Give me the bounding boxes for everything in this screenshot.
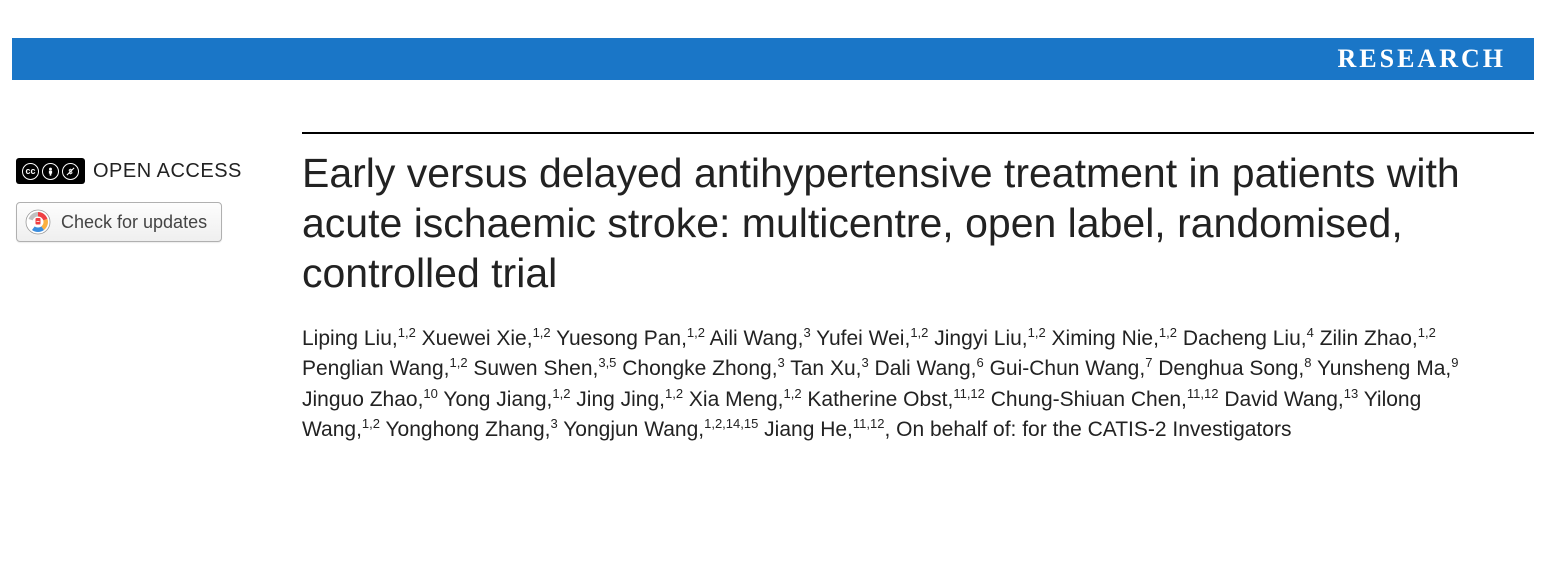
author-affil: 1,2 [687, 325, 705, 340]
author: Jinguo Zhao, [302, 388, 423, 411]
author: Chongke Zhong, [622, 357, 777, 380]
cc-icon-text: cc [25, 167, 35, 176]
author: Katherine Obst, [807, 388, 953, 411]
by-icon [42, 163, 59, 180]
author-affil: 11,12 [853, 416, 885, 431]
author: Ximing Nie, [1052, 327, 1159, 350]
author-affil: 1,2 [1418, 325, 1436, 340]
author-affil: 1,2 [449, 355, 467, 370]
author-affil: 9 [1451, 355, 1458, 370]
main-column: Early versus delayed antihypertensive tr… [302, 132, 1534, 446]
cc-icon: cc [22, 163, 39, 180]
open-access-row: cc $ OPEN ACCESS [16, 158, 302, 184]
author-affil: 3 [861, 355, 868, 370]
author: Gui-Chun Wang, [990, 357, 1146, 380]
author-affil: 1,2 [665, 386, 683, 401]
author: Xia Meng, [689, 388, 784, 411]
author: Denghua Song, [1158, 357, 1304, 380]
author: David Wang, [1224, 388, 1343, 411]
author-affil: 11,12 [1187, 386, 1219, 401]
cc-license-icon: cc $ [16, 158, 85, 184]
author: Zilin Zhao, [1320, 327, 1418, 350]
author: Jingyi Liu, [934, 327, 1027, 350]
author-affil: 1,2,14,15 [704, 416, 758, 431]
author: Suwen Shen, [473, 357, 598, 380]
crossmark-icon [25, 209, 51, 235]
author: Jiang He, [764, 418, 853, 441]
check-updates-button[interactable]: Check for updates [16, 202, 222, 242]
author: Yong Jiang, [443, 388, 552, 411]
author-affil: 3 [551, 416, 558, 431]
author: Yuesong Pan, [556, 327, 687, 350]
author: Penglian Wang, [302, 357, 449, 380]
nc-icon: $ [62, 163, 79, 180]
author: Dacheng Liu, [1183, 327, 1307, 350]
open-access-label: OPEN ACCESS [93, 160, 242, 183]
author: Aili Wang, [710, 327, 804, 350]
author-affil: 3,5 [598, 355, 616, 370]
author-affil: 1,2 [533, 325, 551, 340]
author: Xuewei Xie, [422, 327, 533, 350]
author-affil: 1,2 [1159, 325, 1177, 340]
author-affil: 1,2 [1028, 325, 1046, 340]
left-sidebar: cc $ OPEN ACCESS C [12, 132, 302, 446]
author-affil: 1,2 [398, 325, 416, 340]
author: Liping Liu, [302, 327, 398, 350]
author-affil: 1,2 [362, 416, 380, 431]
author: Jing Jing, [576, 388, 665, 411]
author-affil: 7 [1145, 355, 1152, 370]
author-affil: 6 [976, 355, 983, 370]
author: Chung-Shiuan Chen, [991, 388, 1187, 411]
author: Tan Xu, [790, 357, 861, 380]
author-affil: 3 [803, 325, 810, 340]
author-affil: 1,2 [783, 386, 801, 401]
author: Dali Wang, [875, 357, 977, 380]
author-affil: 3 [778, 355, 785, 370]
author-affil: 8 [1304, 355, 1311, 370]
author-affil: 1,2 [552, 386, 570, 401]
content-row: cc $ OPEN ACCESS C [0, 132, 1546, 446]
author: Yongjun Wang, [563, 418, 704, 441]
author: Yunsheng Ma, [1317, 357, 1451, 380]
author-affil: 1,2 [910, 325, 928, 340]
behalf-text: On behalf of: for the CATIS-2 Investigat… [896, 418, 1291, 441]
author: Yonghong Zhang, [385, 418, 550, 441]
author: Yufei Wei, [816, 327, 910, 350]
section-banner: RESEARCH [12, 38, 1534, 80]
author-affil: 11,12 [953, 386, 985, 401]
author-affil: 10 [423, 386, 437, 401]
banner-label: RESEARCH [1338, 44, 1506, 73]
article-title: Early versus delayed antihypertensive tr… [302, 148, 1504, 298]
author-affil: 13 [1344, 386, 1358, 401]
author-list: Liping Liu,1,2 Xuewei Xie,1,2 Yuesong Pa… [302, 324, 1504, 446]
check-updates-label: Check for updates [61, 212, 207, 233]
author-affil: 4 [1307, 325, 1314, 340]
